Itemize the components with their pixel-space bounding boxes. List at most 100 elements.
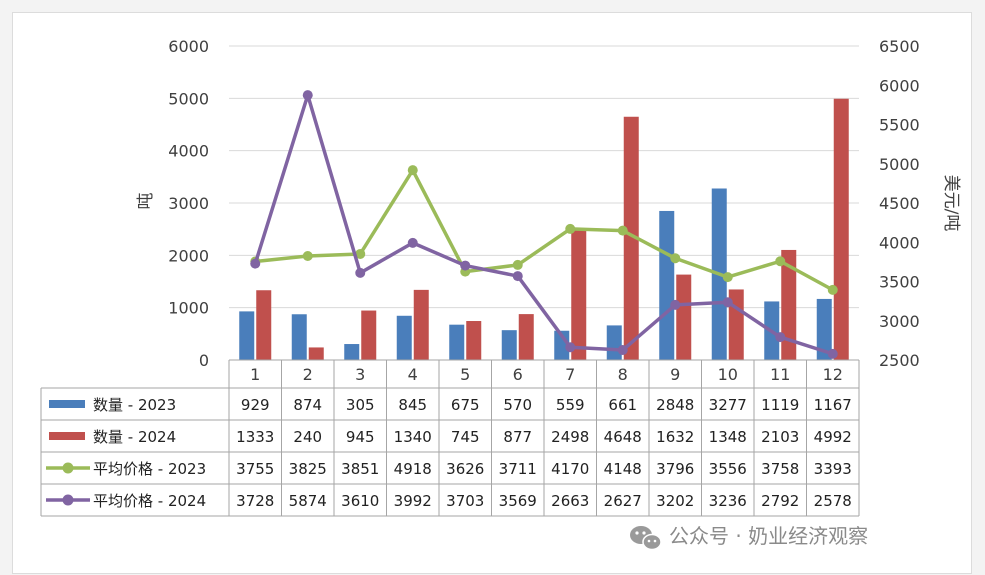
legend-marker <box>62 462 74 474</box>
table-cell: 3569 <box>499 492 537 510</box>
x-tick-label: 3 <box>355 365 365 384</box>
bar <box>308 347 324 360</box>
data-point <box>565 223 576 234</box>
legend-label: 平均价格 - 2024 <box>93 492 206 510</box>
data-point <box>512 259 523 270</box>
x-tick-label: 9 <box>670 365 680 384</box>
data-point <box>355 267 366 278</box>
y2-tick-label: 4500 <box>879 194 920 213</box>
table-cell: 661 <box>608 396 637 414</box>
bar <box>466 321 482 360</box>
legend-label: 数量 - 2023 <box>93 396 176 414</box>
data-point <box>617 345 628 356</box>
table-cell: 2663 <box>551 492 589 510</box>
data-point <box>775 256 786 267</box>
series-line <box>255 168 834 292</box>
x-tick-label: 6 <box>513 365 523 384</box>
y-tick-label: 2000 <box>168 246 209 265</box>
x-tick-label: 2 <box>303 365 313 384</box>
bar <box>344 344 360 360</box>
data-point <box>250 258 261 269</box>
y-tick-label: 1000 <box>168 299 209 318</box>
table-cell: 570 <box>503 396 532 414</box>
table-cell: 3556 <box>709 460 747 478</box>
table-cell: 1348 <box>709 428 747 446</box>
watermark: 公众号 · 奶业经济观察 <box>630 524 868 551</box>
table-cell: 4992 <box>814 428 852 446</box>
table-cell: 3851 <box>341 460 379 478</box>
table-cell: 3728 <box>236 492 274 510</box>
table-cell: 745 <box>451 428 480 446</box>
bar <box>396 315 412 360</box>
table-cell: 3755 <box>236 460 274 478</box>
table-cell: 2498 <box>551 428 589 446</box>
legend-label: 平均价格 - 2023 <box>93 460 206 478</box>
table-cell: 929 <box>241 396 270 414</box>
table-cell: 845 <box>398 396 427 414</box>
legend-swatch <box>49 400 85 408</box>
table-cell: 3825 <box>289 460 327 478</box>
bar <box>291 314 307 360</box>
y2-tick-label: 3000 <box>879 312 920 331</box>
y2-tick-label: 4000 <box>879 233 920 252</box>
right-axis-title: 美元/吨 <box>941 175 961 232</box>
table-cell: 3393 <box>814 460 852 478</box>
data-point <box>565 342 576 353</box>
table-cell: 945 <box>346 428 375 446</box>
data-point <box>827 284 838 295</box>
left-axis-ticks: 0 1000 2000 3000 4000 5000 6000 <box>168 37 209 370</box>
y2-tick-label: 6500 <box>879 37 920 56</box>
data-point <box>617 225 628 236</box>
right-axis-ticks: 2500 3000 3500 4000 4500 5000 5500 6000 6500 <box>879 37 920 370</box>
table-cell: 305 <box>346 396 375 414</box>
y-tick-label: 4000 <box>168 142 209 161</box>
table-cell: 1333 <box>236 428 274 446</box>
bar <box>501 330 517 360</box>
table-cell: 2103 <box>761 428 799 446</box>
y2-tick-label: 5500 <box>879 116 920 135</box>
table-cell: 3711 <box>499 460 537 478</box>
x-tick-label: 5 <box>460 365 470 384</box>
x-tick-label: 10 <box>718 365 738 384</box>
data-point <box>775 332 786 343</box>
data-point <box>722 297 733 308</box>
data-point <box>302 250 313 261</box>
bar <box>606 325 622 360</box>
data-point <box>827 348 838 359</box>
table-cell: 3758 <box>761 460 799 478</box>
y2-tick-label: 5000 <box>879 155 920 174</box>
wechat-icon <box>630 526 662 551</box>
table-cell: 874 <box>293 396 322 414</box>
table-cell: 559 <box>556 396 585 414</box>
table-cell: 4918 <box>394 460 432 478</box>
bar <box>816 298 832 360</box>
table-cell: 1340 <box>394 428 432 446</box>
y-tick-label: 3000 <box>168 194 209 213</box>
table-cell: 3703 <box>446 492 484 510</box>
table-cell: 240 <box>293 428 322 446</box>
y-tick-label: 6000 <box>168 37 209 56</box>
y2-tick-label: 6000 <box>879 76 920 95</box>
table-cell: 1632 <box>656 428 694 446</box>
table-cell: 3236 <box>709 492 747 510</box>
data-point <box>670 299 681 310</box>
y2-tick-label: 3500 <box>879 273 920 292</box>
bar <box>623 116 639 360</box>
data-point <box>722 272 733 283</box>
data-point <box>512 271 523 282</box>
x-tick-label: 8 <box>618 365 628 384</box>
table-cell: 3277 <box>709 396 747 414</box>
table-cell: 1167 <box>814 396 852 414</box>
table-cell: 2792 <box>761 492 799 510</box>
data-point <box>407 165 418 176</box>
bars <box>239 98 849 360</box>
legend-marker <box>62 494 74 506</box>
bar <box>413 289 429 360</box>
data-point <box>460 260 471 271</box>
legend-swatch <box>49 432 85 440</box>
y-tick-label: 0 <box>199 351 209 370</box>
table-cell: 5874 <box>289 492 327 510</box>
table-cell: 3202 <box>656 492 694 510</box>
